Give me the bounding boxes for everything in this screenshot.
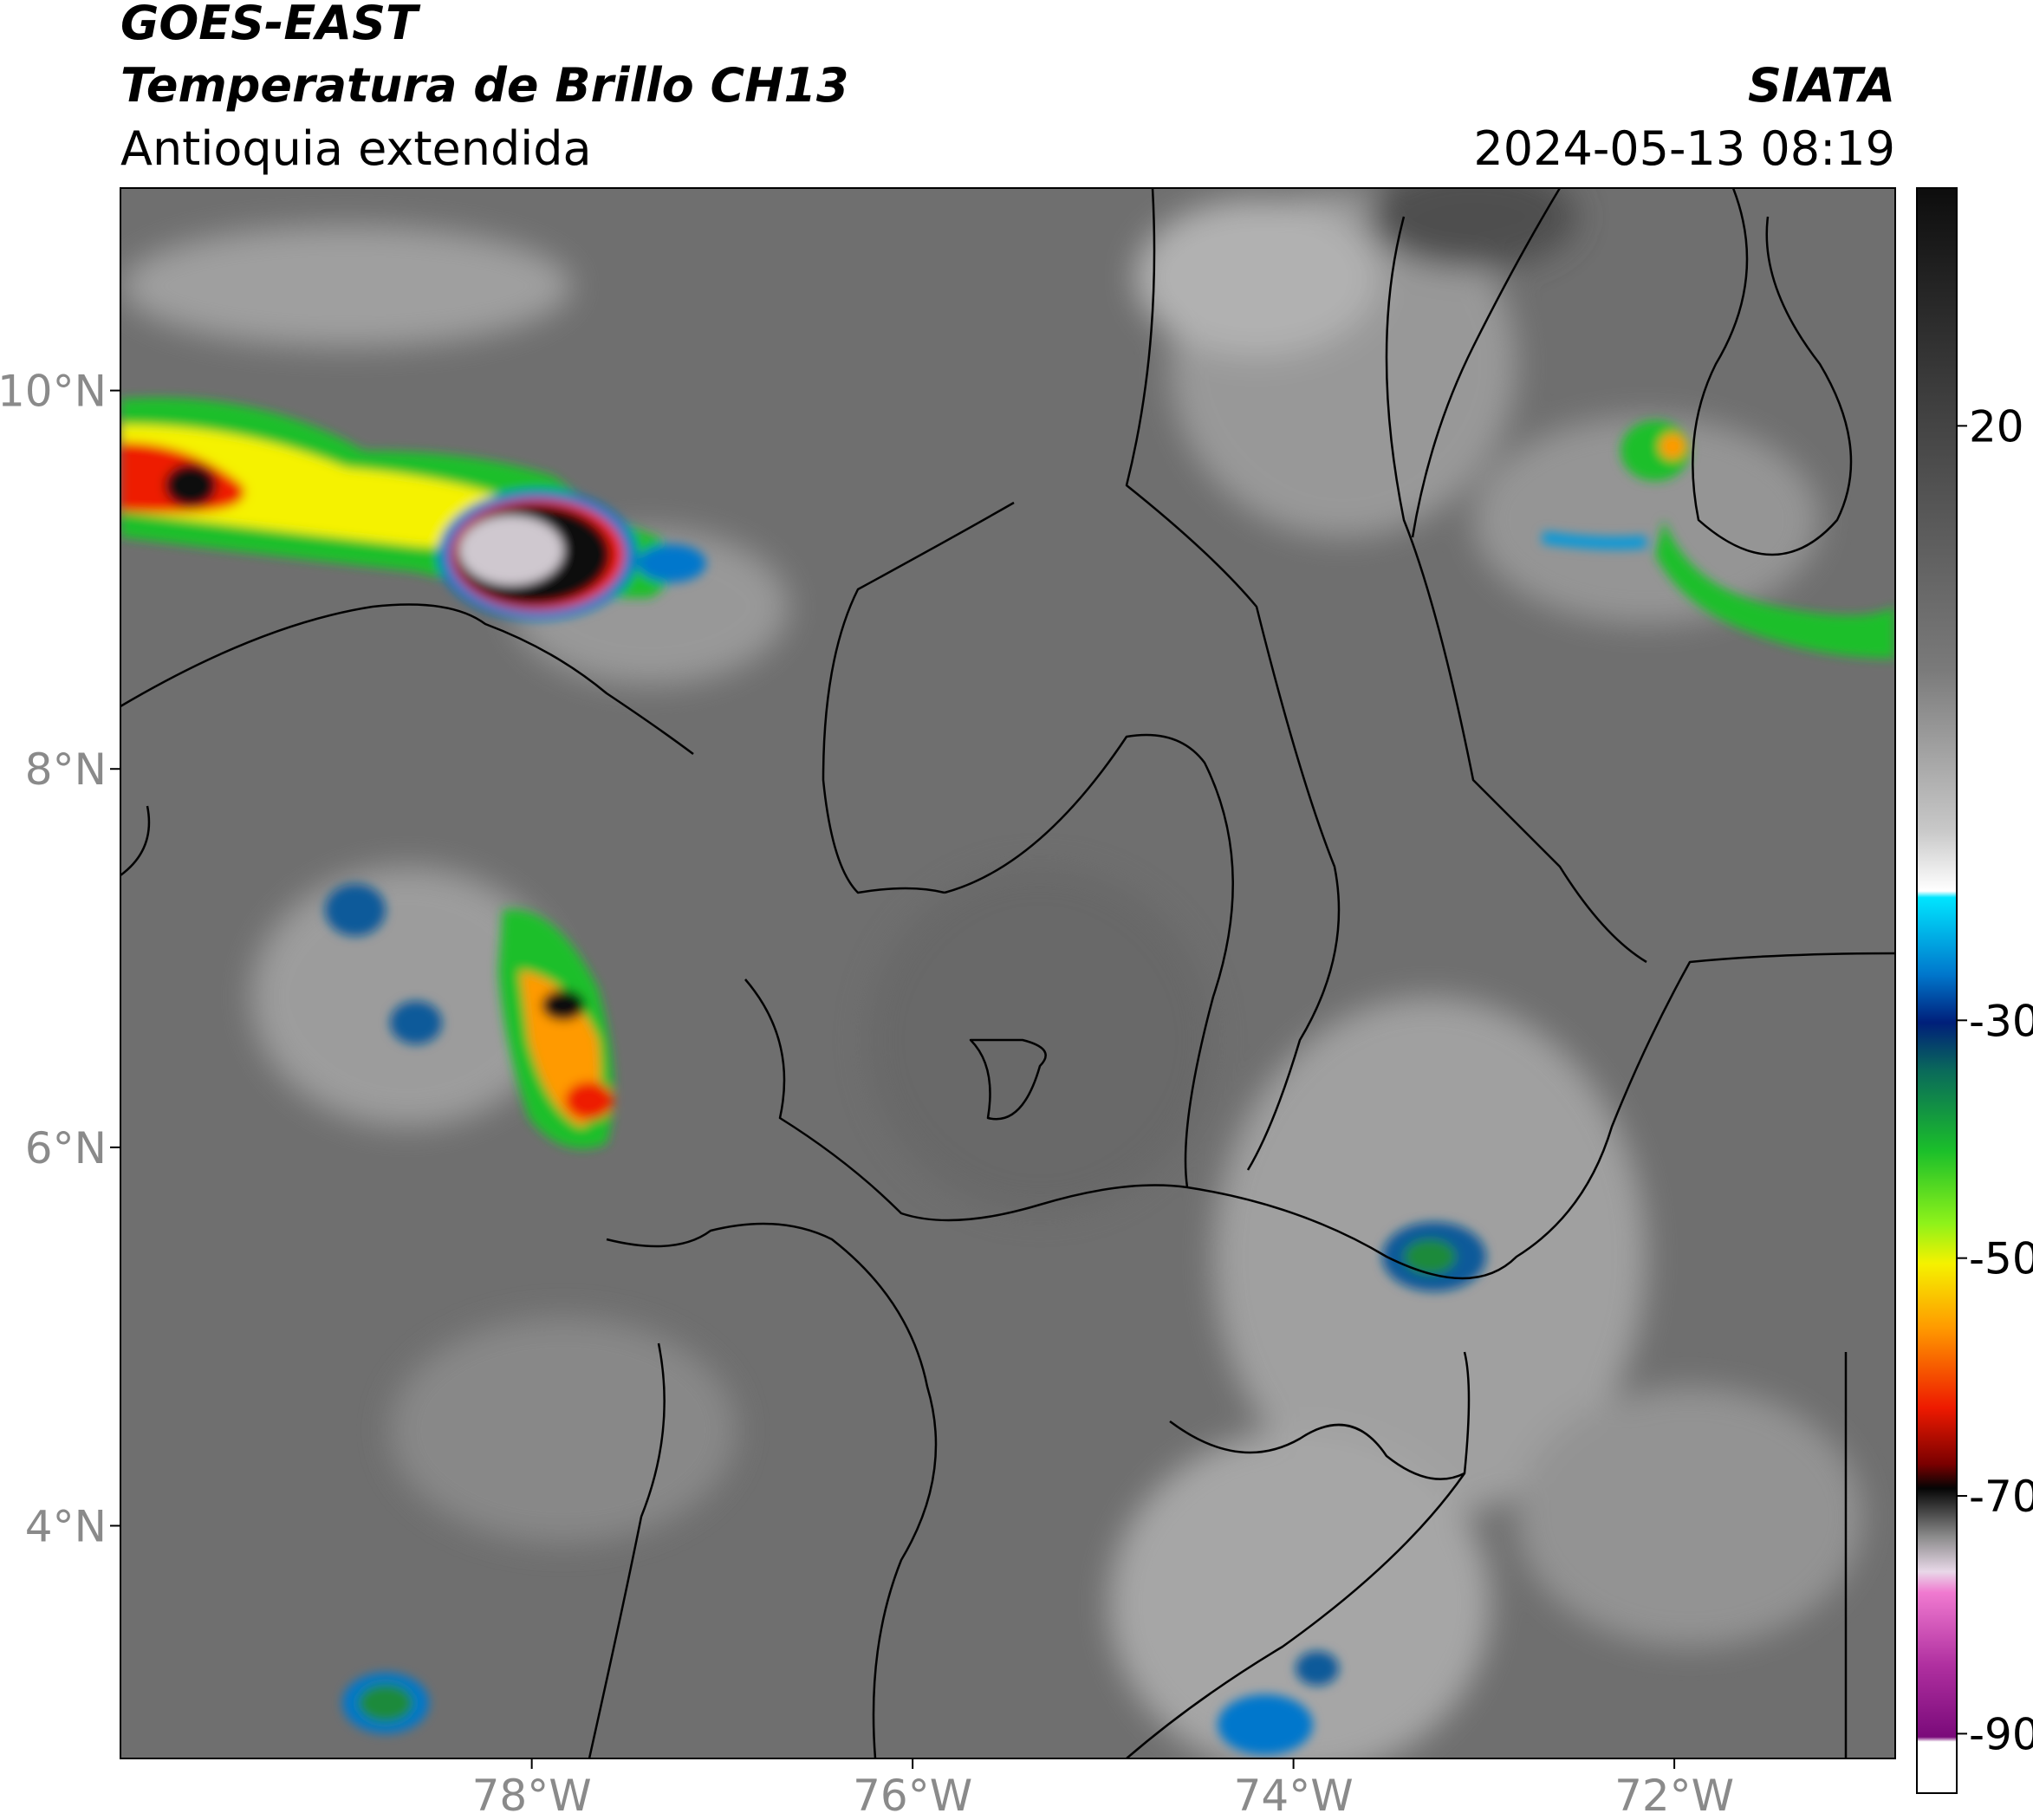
title: GOES-EAST	[120, 0, 421, 50]
x-tick-label: 78°W	[472, 1771, 592, 1820]
y-tick-label: 4°N	[25, 1501, 107, 1551]
colorbar-tick-label: 20	[1969, 401, 2024, 452]
colorbar-tick-label: -70	[1969, 1472, 2033, 1522]
subtitle: Temperatura de Brillo CH13	[120, 58, 849, 113]
x-tick-label: 76°W	[853, 1771, 972, 1820]
colorbar-tick-label: -90	[1969, 1709, 2033, 1759]
source: SIATA	[1748, 58, 1895, 113]
y-tick-label: 8°N	[25, 744, 107, 795]
y-tick-label: 6°N	[25, 1123, 107, 1173]
colorbar-tick-label: -30	[1969, 996, 2033, 1046]
colorbar-tick-label: -50	[1969, 1234, 2033, 1284]
map-frame	[120, 187, 1896, 1759]
datetime: 2024-05-13 08:19	[1473, 121, 1895, 176]
y-tick-label: 10°N	[0, 367, 107, 417]
colorbar	[1916, 187, 1958, 1794]
x-tick-label: 74°W	[1234, 1771, 1354, 1820]
axes: 78°W 76°W 74°W 72°W 10°N 8°N 6°N 4°N 20 -30 -50 -70…	[0, 367, 2033, 1820]
x-tick-label: 72°W	[1614, 1771, 1734, 1820]
satellite-image	[120, 188, 1895, 1758]
region: Antioquia extendida	[120, 121, 592, 176]
